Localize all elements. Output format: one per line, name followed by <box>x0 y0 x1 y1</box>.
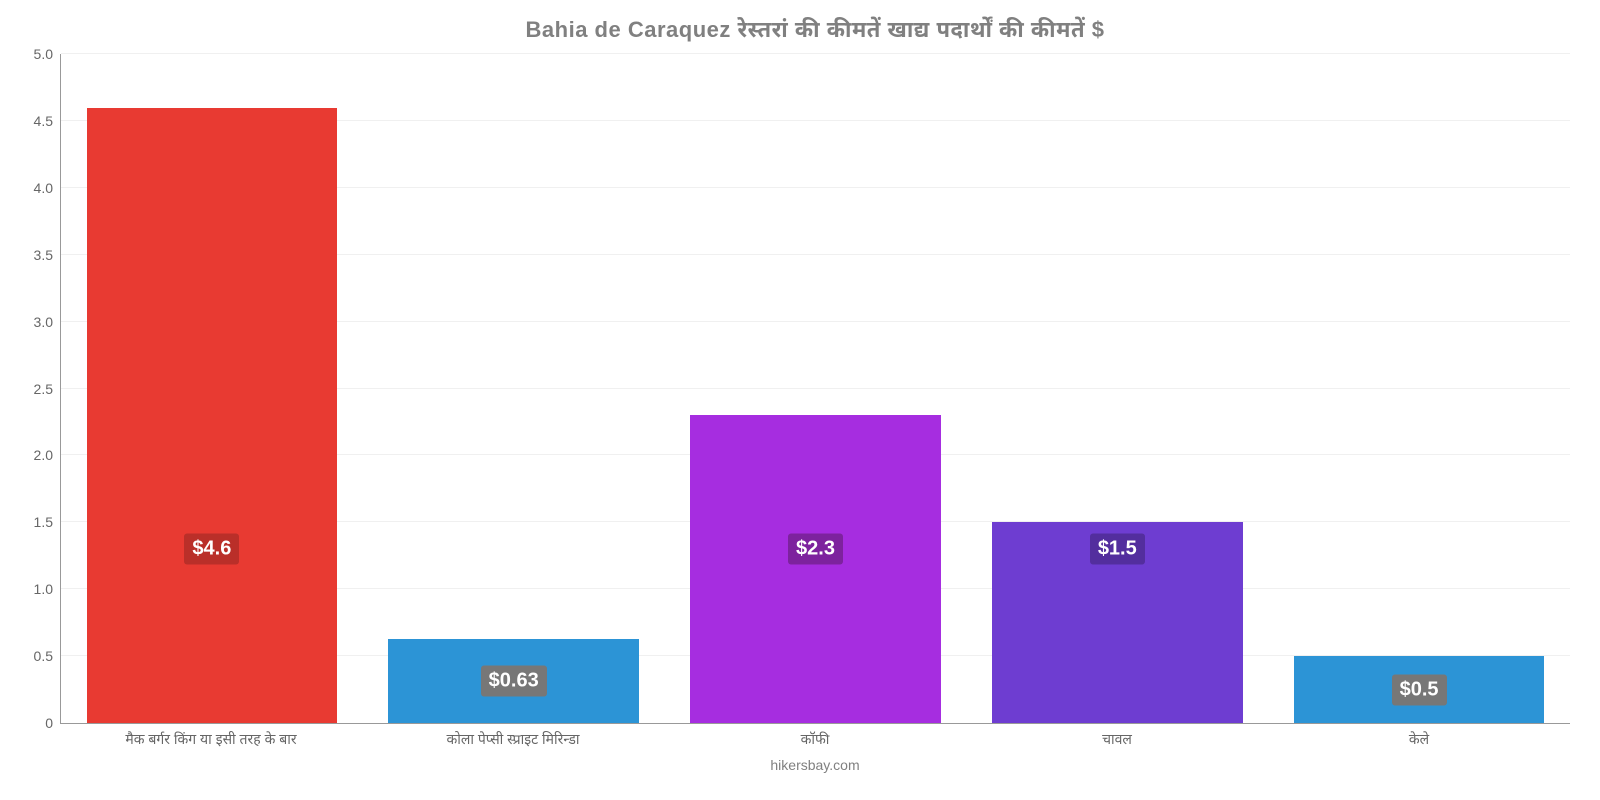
y-tick-label: 0 <box>45 715 61 731</box>
bar: $0.5 <box>1294 656 1544 723</box>
bars-row: $4.6 $0.63 $2.3 $1.5 $0.5 <box>61 54 1570 723</box>
bar-value-badge: $2.3 <box>788 534 843 565</box>
y-tick-label: 3.5 <box>34 247 61 263</box>
y-tick-label: 2.5 <box>34 381 61 397</box>
x-axis-labels: मैक बर्गर किंग या इसी तरह के बारकोला पेप… <box>60 730 1570 749</box>
bar-slot: $2.3 <box>665 54 967 723</box>
bar-value-badge: $0.63 <box>481 665 547 696</box>
x-axis-label: केले <box>1268 730 1570 749</box>
bar-value-badge: $0.5 <box>1392 674 1447 705</box>
y-tick-label: 0.5 <box>34 648 61 664</box>
plot-region: $4.6$0.63$2.3$1.5$0.5 00.51.01.52.02.53.… <box>60 54 1570 724</box>
bar: $4.6 <box>87 108 337 723</box>
chart-container: Bahia de Caraquez रेस्तरां की कीमतें खाद… <box>0 0 1600 800</box>
bar-slot: $1.5 <box>966 54 1268 723</box>
bar: $2.3 <box>690 415 940 723</box>
y-tick-label: 1.0 <box>34 581 61 597</box>
x-axis-label: कोला पेप्सी स्प्राइट मिरिन्डा <box>362 730 664 749</box>
y-tick-label: 2.0 <box>34 447 61 463</box>
bar-slot: $0.63 <box>363 54 665 723</box>
y-tick-label: 3.0 <box>34 314 61 330</box>
bar-value-badge: $1.5 <box>1090 534 1145 565</box>
y-tick-label: 4.5 <box>34 113 61 129</box>
bar-slot: $0.5 <box>1268 54 1570 723</box>
x-axis-label: कॉफी <box>664 730 966 749</box>
bar: $1.5 <box>992 522 1242 723</box>
x-axis-label: चावल <box>966 730 1268 749</box>
x-axis-label: मैक बर्गर किंग या इसी तरह के बार <box>60 730 362 749</box>
bar-slot: $4.6 <box>61 54 363 723</box>
y-tick-label: 1.5 <box>34 514 61 530</box>
bar: $0.63 <box>388 639 638 723</box>
y-tick-label: 4.0 <box>34 180 61 196</box>
chart-title: Bahia de Caraquez रेस्तरां की कीमतें खाद… <box>60 14 1570 44</box>
attribution-text: hikersbay.com <box>60 757 1570 773</box>
y-tick-label: 5.0 <box>34 46 61 62</box>
bar-value-badge: $4.6 <box>184 534 239 565</box>
